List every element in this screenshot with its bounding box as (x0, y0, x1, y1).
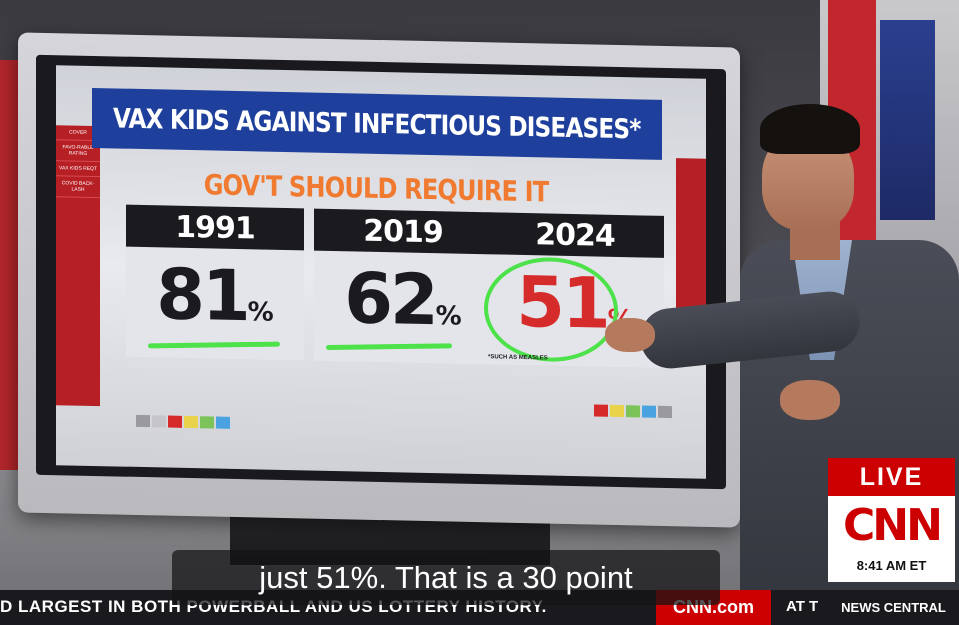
caption-text: just 51%. That is a 30 point (259, 559, 633, 595)
color-strip (136, 414, 230, 429)
card-year: 1991 (126, 204, 304, 251)
timestamp: 8:41 AM ET (856, 558, 927, 573)
graphic-subtitle: GOV'T SHOULD REQUIRE IT (203, 168, 549, 209)
graphic-title: VAX KIDS AGAINST INFECTIOUS DISEASES* (113, 102, 641, 145)
right-rail-menu (676, 158, 706, 309)
poll-card-1991: 1991 81% (126, 204, 304, 361)
studio-blue-panel (880, 20, 935, 220)
show-name: NEWS CENTRAL (828, 590, 959, 625)
cnn-logo: CNN (843, 500, 943, 551)
card-value: 62% (344, 257, 462, 342)
card-value: 81% (156, 253, 274, 338)
green-underline (325, 343, 453, 351)
color-strip (594, 404, 672, 419)
live-badge: LIVE (828, 458, 955, 496)
green-underline (147, 341, 281, 349)
left-rail-menu: COVER FAVO-RABLE RATING VAX KIDS REQT CO… (56, 125, 100, 407)
poll-graphic: COVER FAVO-RABLE RATING VAX KIDS REQT CO… (56, 65, 706, 479)
presenter-hair (760, 104, 860, 154)
rail-item: COVID BACK-LASH (56, 176, 100, 199)
monitor-screen: COVER FAVO-RABLE RATING VAX KIDS REQT CO… (36, 54, 726, 490)
ticker-right-text: AT T (786, 598, 819, 615)
presenter-hand (780, 380, 840, 420)
poll-card-2019: 2019 62% (314, 208, 492, 365)
card-year: 2024 (486, 212, 664, 258)
rail-item: VAX KIDS REQT (56, 161, 100, 178)
card-year: 2019 (314, 208, 492, 255)
subtitle-caption: just 51%. That is a 30 point (172, 550, 720, 605)
title-bar: VAX KIDS AGAINST INFECTIOUS DISEASES* (92, 87, 662, 160)
network-bug: CNN 8:41 AM ET (828, 496, 955, 582)
presenter-pointing-hand (605, 318, 655, 352)
footnote: *SUCH AS MEASLES (488, 354, 548, 362)
